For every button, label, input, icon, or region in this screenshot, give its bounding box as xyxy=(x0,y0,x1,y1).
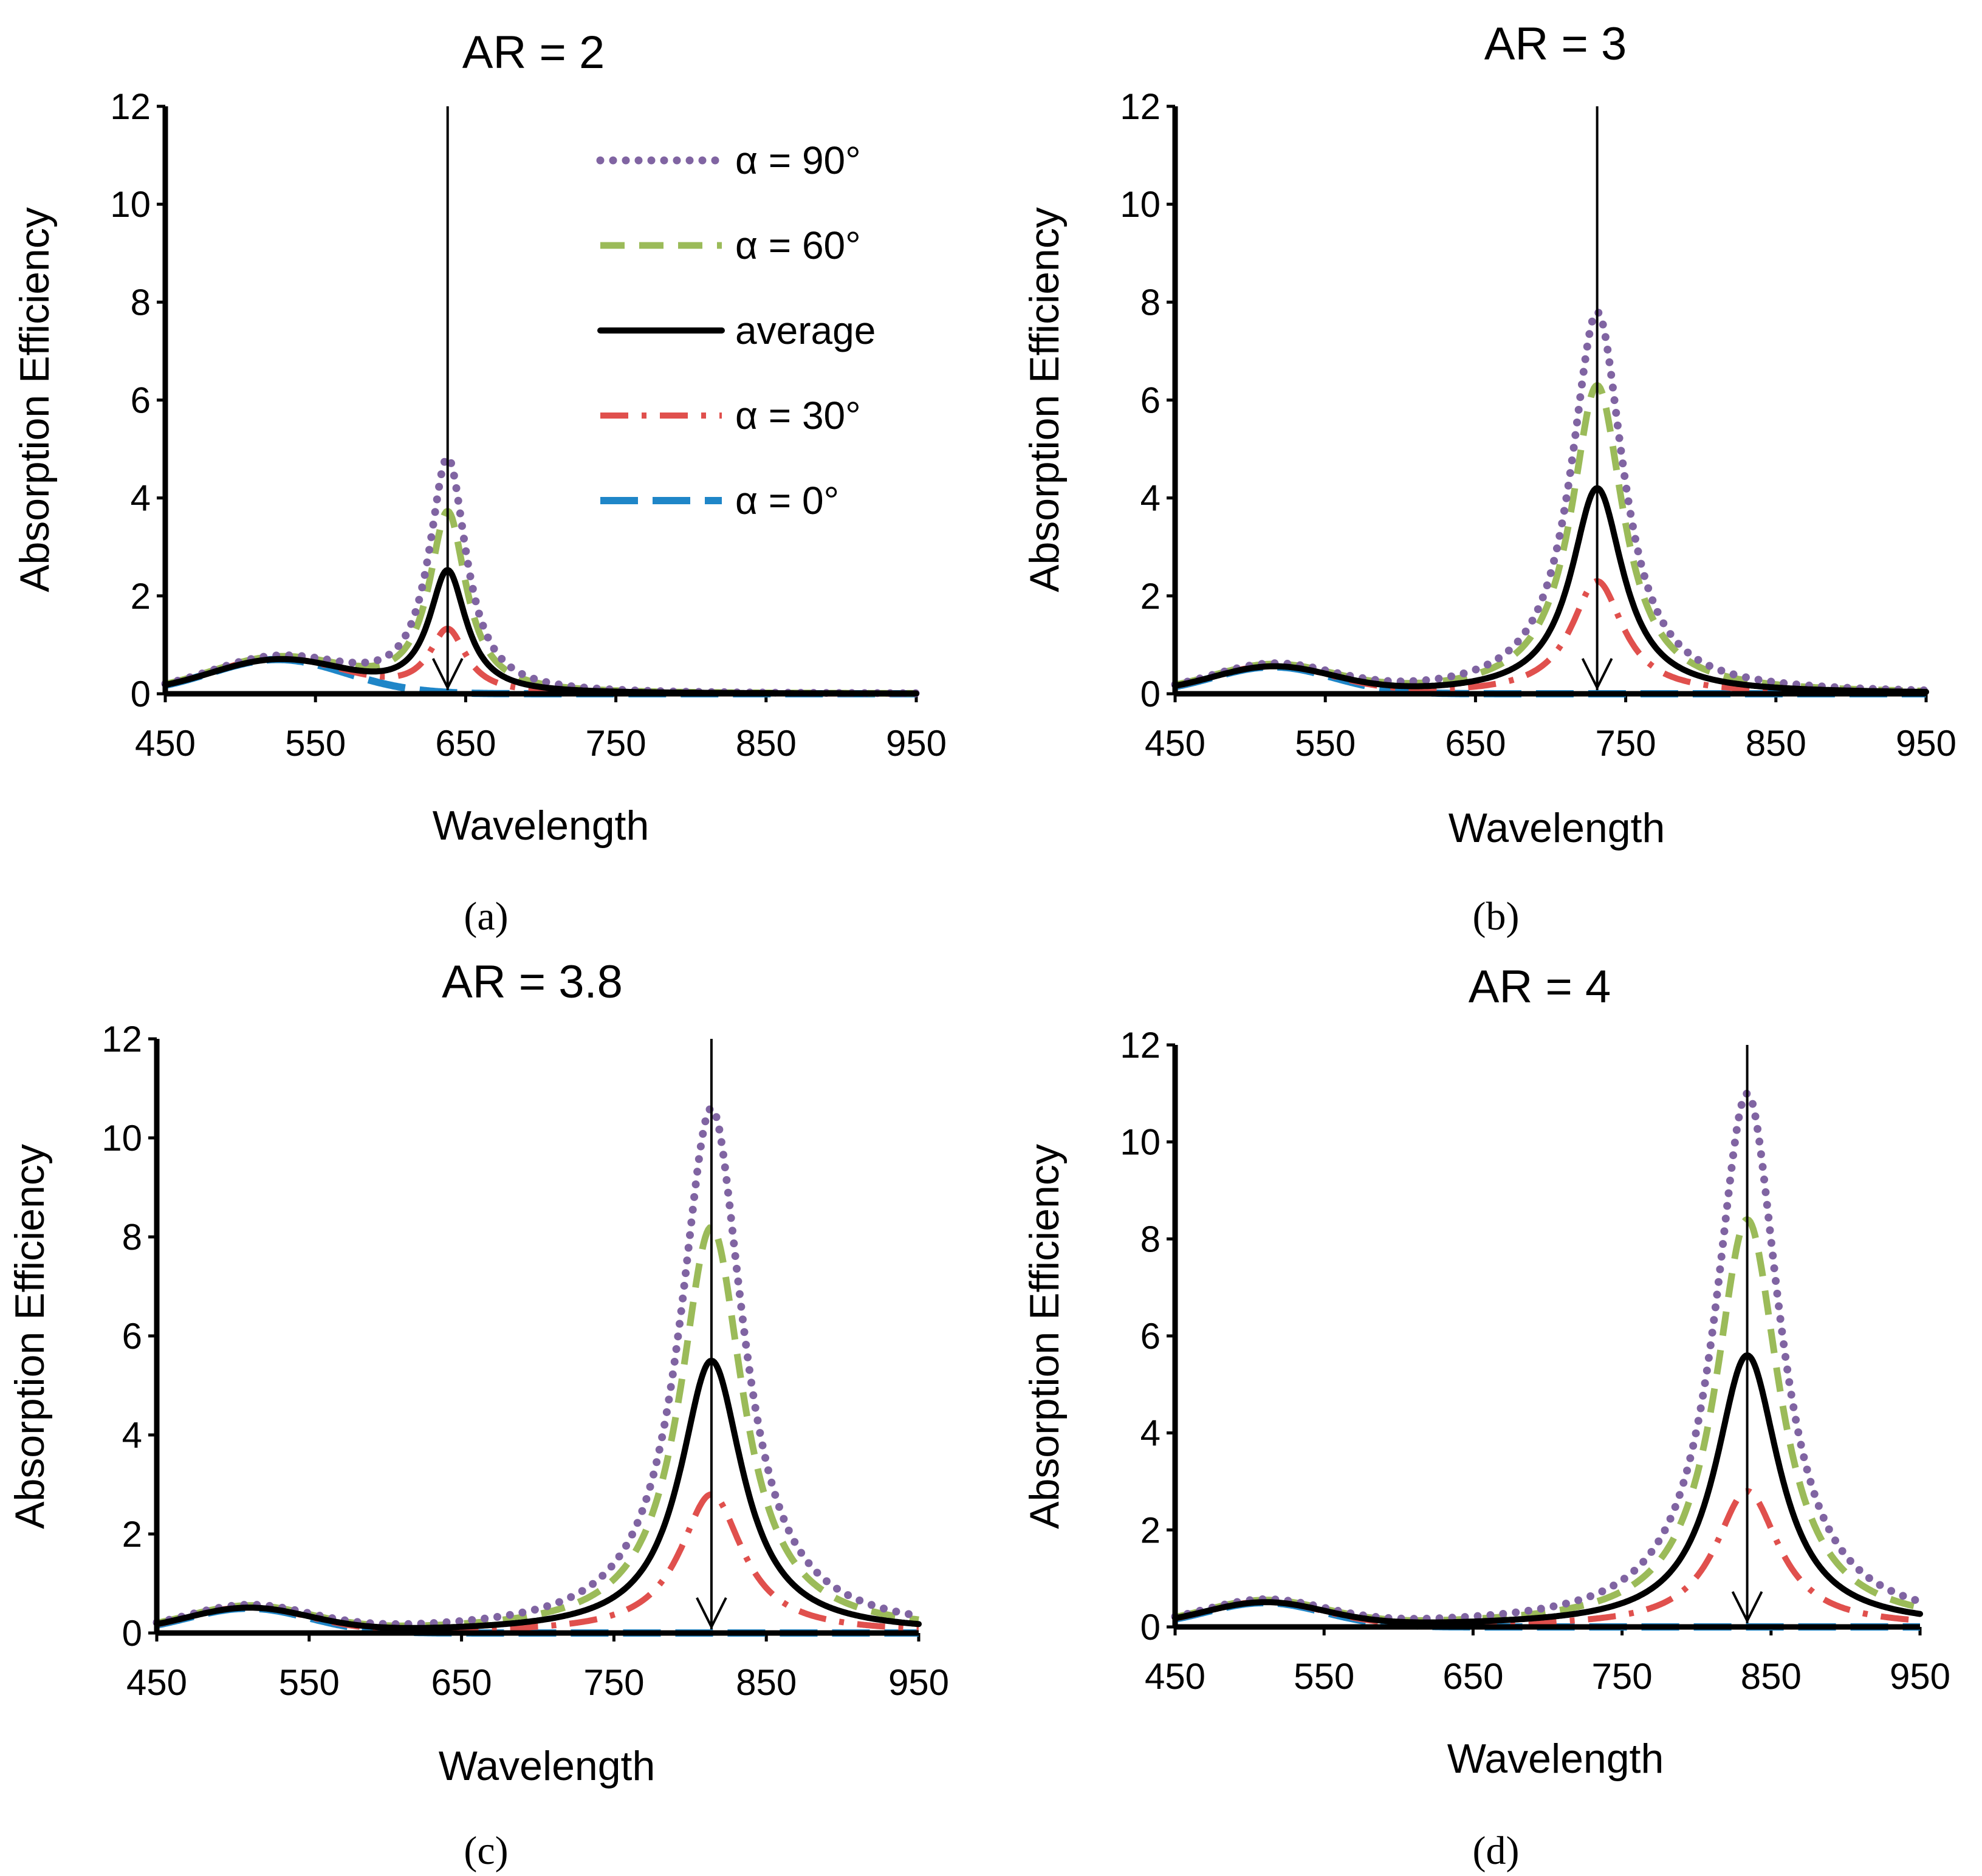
panel-label: (a) xyxy=(464,894,508,939)
y-tick-label: 8 xyxy=(1140,282,1161,323)
chart-panel-2: AR = 3 0 2 4 6 8 10 12 450 550 650 750 850 950 Wavelen… xyxy=(1021,18,1956,939)
series-line-a90 xyxy=(1171,1089,1924,1623)
panel-label: (b) xyxy=(1473,894,1520,939)
y-tick-label: 10 xyxy=(101,1118,142,1159)
y-tick-label: 12 xyxy=(101,1019,142,1060)
y-tick-label: 10 xyxy=(1120,184,1161,225)
x-axis-label: Wavelength xyxy=(439,1743,656,1789)
y-tick-label: 10 xyxy=(110,184,151,225)
resonance-arrow-head xyxy=(1731,1591,1763,1624)
x-axis-label: Wavelength xyxy=(433,803,650,849)
y-tick-label: 12 xyxy=(110,86,151,127)
x-tick-label: 950 xyxy=(1890,1656,1950,1697)
panel-label: (d) xyxy=(1473,1829,1520,1873)
y-tick-label: 4 xyxy=(1140,1413,1161,1454)
x-tick-label: 850 xyxy=(736,723,797,764)
y-tick-label: 4 xyxy=(1140,478,1161,519)
x-tick-label: 750 xyxy=(586,723,646,764)
x-tick-label: 850 xyxy=(1746,723,1806,764)
legend-label-a0: α = 0° xyxy=(735,479,839,522)
chart-title: AR = 3.8 xyxy=(442,956,623,1008)
y-axis-label: Absorption Efficiency xyxy=(7,1144,53,1529)
x-tick-label: 550 xyxy=(1294,1656,1354,1697)
x-tick-label: 750 xyxy=(1596,723,1656,764)
y-axis-label: Absorption Efficiency xyxy=(12,207,58,592)
y-tick-label: 10 xyxy=(1120,1122,1161,1163)
series-line-a90 xyxy=(1171,307,1930,694)
series-line-avg xyxy=(1172,485,1929,695)
legend: α = 90° α = 60° average α = 30° α = 0° xyxy=(596,139,876,522)
y-tick-label: 6 xyxy=(1140,380,1161,421)
y-tick-label: 2 xyxy=(122,1514,142,1555)
y-tick-label: 8 xyxy=(131,282,151,323)
y-tick-label: 2 xyxy=(1140,1510,1161,1550)
series-line-a60 xyxy=(155,1224,921,1629)
y-tick-label: 6 xyxy=(131,380,151,421)
x-tick-label: 650 xyxy=(435,723,496,764)
series-line-avg xyxy=(162,567,919,697)
resonance-arrow-head xyxy=(431,658,464,691)
x-tick-label: 450 xyxy=(126,1662,187,1703)
y-tick-label: 6 xyxy=(122,1316,142,1357)
y-tick-label: 0 xyxy=(1140,1607,1161,1648)
series-line-a60 xyxy=(163,507,918,697)
series-line-avg xyxy=(1172,1352,1923,1626)
panel-label: (c) xyxy=(464,1829,508,1873)
x-tick-label: 750 xyxy=(583,1662,644,1703)
x-tick-label: 650 xyxy=(1445,723,1506,764)
x-tick-label: 950 xyxy=(886,723,947,764)
chart-panel-4: AR = 4 0 2 4 6 8 10 12 450 550 650 750 850 950 Wavelen… xyxy=(1021,961,1950,1873)
y-tick-label: 0 xyxy=(122,1613,142,1654)
y-tick-label: 12 xyxy=(1120,86,1161,127)
series-line-a60 xyxy=(1173,1216,1922,1624)
y-tick-label: 4 xyxy=(131,478,151,519)
x-tick-label: 450 xyxy=(1145,1656,1205,1697)
chart-title: AR = 4 xyxy=(1469,961,1611,1013)
chart-title: AR = 2 xyxy=(462,27,605,78)
x-tick-label: 950 xyxy=(1896,723,1956,764)
y-axis-label: Absorption Efficiency xyxy=(1021,207,1068,592)
y-tick-label: 4 xyxy=(122,1415,142,1456)
y-tick-label: 2 xyxy=(1140,576,1161,617)
x-axis-label: Wavelength xyxy=(1449,805,1665,851)
legend-label-avg: average xyxy=(735,309,876,352)
x-tick-label: 550 xyxy=(1295,723,1356,764)
series-line-a60 xyxy=(1173,382,1928,694)
y-axis-label: Absorption Efficiency xyxy=(1021,1144,1068,1529)
legend-label-a90: α = 90° xyxy=(735,139,861,182)
x-tick-label: 850 xyxy=(1741,1656,1802,1697)
y-tick-label: 8 xyxy=(1140,1219,1161,1259)
series-line-a90 xyxy=(153,1104,923,1628)
x-tick-label: 650 xyxy=(431,1662,492,1703)
x-tick-label: 550 xyxy=(279,1662,340,1703)
x-tick-label: 950 xyxy=(888,1662,949,1703)
x-tick-label: 450 xyxy=(1145,723,1205,764)
x-tick-label: 750 xyxy=(1592,1656,1653,1697)
x-tick-label: 850 xyxy=(736,1662,797,1703)
series-line-avg xyxy=(154,1357,922,1631)
x-axis-label: Wavelength xyxy=(1447,1736,1664,1782)
y-tick-label: 0 xyxy=(131,674,151,714)
y-tick-label: 8 xyxy=(122,1217,142,1258)
y-tick-label: 6 xyxy=(1140,1316,1161,1357)
x-tick-label: 650 xyxy=(1442,1656,1503,1697)
y-tick-label: 2 xyxy=(131,576,151,617)
chart-panel-1: AR = 2 0 2 4 6 8 10 12 450 550 650 750 850 950 Wavelen… xyxy=(12,27,947,939)
chart-title: AR = 3 xyxy=(1484,18,1627,70)
x-tick-label: 450 xyxy=(135,723,196,764)
resonance-arrow-head xyxy=(696,1597,727,1630)
chart-panel-3: AR = 3.8 0 2 4 6 8 10 12 450 550 650 750 850 950 Wavel… xyxy=(7,956,949,1873)
legend-label-a60: α = 60° xyxy=(735,224,861,267)
y-tick-label: 0 xyxy=(1140,674,1161,714)
series-line-a30 xyxy=(1173,578,1928,696)
x-tick-label: 550 xyxy=(285,723,346,764)
y-tick-label: 12 xyxy=(1120,1025,1161,1066)
legend-label-a30: α = 30° xyxy=(735,394,861,437)
resonance-arrow-head xyxy=(1581,658,1613,691)
